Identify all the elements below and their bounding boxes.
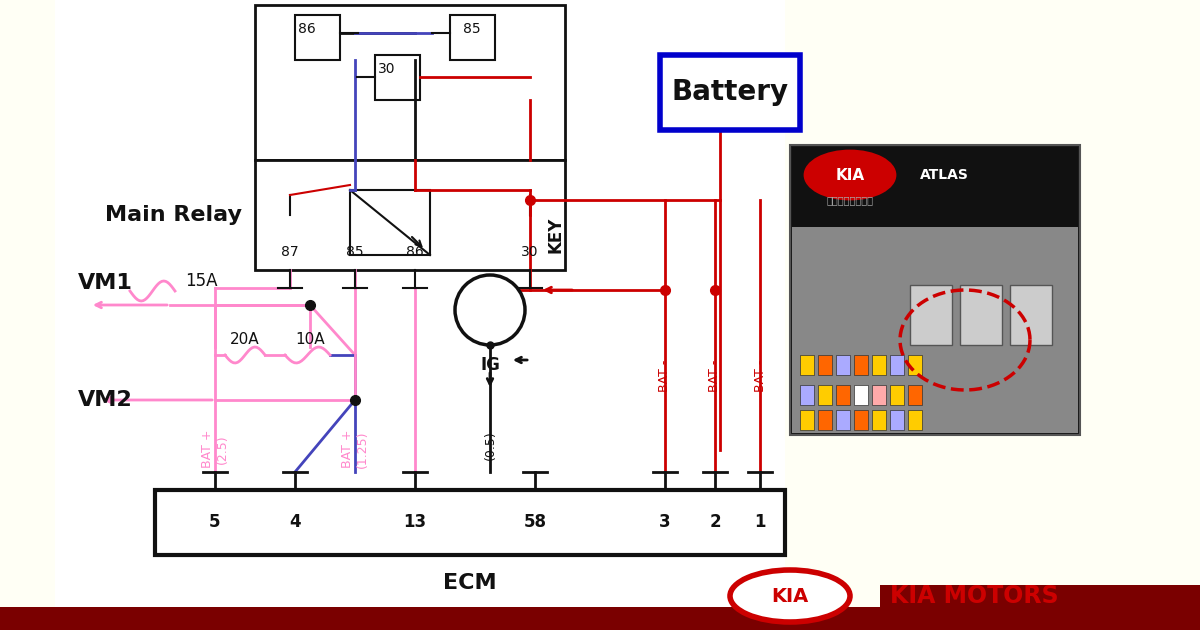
Bar [872, 355, 886, 375]
Bar [0, 607, 1200, 630]
Text: 한국전자주식회사: 한국전자주식회사 [827, 195, 874, 205]
Bar [450, 15, 496, 60]
Bar [800, 355, 814, 375]
Bar [374, 55, 420, 100]
Text: BAT -: BAT - [754, 360, 767, 392]
Text: 15A: 15A [185, 272, 217, 290]
Bar [818, 355, 832, 375]
Bar [1010, 285, 1052, 345]
Text: IG: IG [480, 356, 500, 374]
Text: 85: 85 [346, 245, 364, 259]
Text: BAT +
(2.5): BAT + (2.5) [202, 430, 229, 469]
Bar [800, 410, 814, 430]
Bar [800, 385, 814, 405]
Bar [890, 385, 904, 405]
Bar [660, 55, 800, 130]
Bar [908, 410, 922, 430]
Text: BAT -: BAT - [659, 360, 672, 392]
Bar [836, 410, 850, 430]
Ellipse shape [730, 570, 850, 622]
Bar [872, 410, 886, 430]
Bar [256, 160, 565, 270]
Bar [350, 190, 430, 255]
Text: 30: 30 [521, 245, 539, 259]
Bar [908, 355, 922, 375]
Bar [880, 585, 1200, 630]
Text: 4: 4 [289, 513, 301, 531]
Ellipse shape [805, 151, 895, 199]
Text: 86: 86 [406, 245, 424, 259]
Bar [256, 5, 565, 160]
Text: 86: 86 [298, 22, 316, 36]
Text: 30: 30 [378, 62, 396, 76]
Text: Main Relay: Main Relay [106, 205, 242, 225]
Text: 5: 5 [209, 513, 221, 531]
Text: 2: 2 [709, 513, 721, 531]
Bar [818, 410, 832, 430]
Text: KEY: KEY [546, 217, 564, 253]
Bar [908, 385, 922, 405]
Bar [155, 490, 785, 555]
Bar [960, 285, 1002, 345]
Text: BAT -: BAT - [708, 360, 721, 392]
Text: VM2: VM2 [78, 390, 133, 410]
Bar [792, 147, 1078, 227]
Text: VM1: VM1 [78, 273, 133, 293]
Text: 3: 3 [659, 513, 671, 531]
Bar [836, 355, 850, 375]
Bar [854, 385, 868, 405]
Bar [890, 410, 904, 430]
Text: ECM: ECM [443, 573, 497, 593]
Text: 20A: 20A [230, 333, 260, 348]
Text: BAT +
(1.25): BAT + (1.25) [341, 430, 370, 469]
Bar [0, 0, 55, 598]
Bar [910, 285, 952, 345]
Bar [295, 15, 340, 60]
Bar [785, 0, 1200, 598]
Bar [836, 385, 850, 405]
Text: KIA MOTORS: KIA MOTORS [890, 584, 1058, 608]
Text: Battery: Battery [672, 79, 788, 106]
Bar [818, 385, 832, 405]
Text: 58: 58 [523, 513, 546, 531]
Text: 10A: 10A [295, 333, 325, 348]
Text: 85: 85 [463, 22, 481, 36]
Text: 87: 87 [281, 245, 299, 259]
Text: (0.5): (0.5) [484, 430, 497, 460]
Circle shape [455, 275, 526, 345]
Bar [890, 355, 904, 375]
Bar [55, 0, 785, 598]
Text: ATLAS: ATLAS [920, 168, 968, 182]
Text: 13: 13 [403, 513, 426, 531]
Text: 1: 1 [755, 513, 766, 531]
Text: KIA: KIA [835, 168, 864, 183]
Bar [792, 227, 1078, 433]
Bar [854, 355, 868, 375]
Text: KIA: KIA [772, 587, 809, 605]
Bar [790, 145, 1080, 435]
Bar [872, 385, 886, 405]
Bar [854, 410, 868, 430]
Bar [55, 490, 785, 630]
